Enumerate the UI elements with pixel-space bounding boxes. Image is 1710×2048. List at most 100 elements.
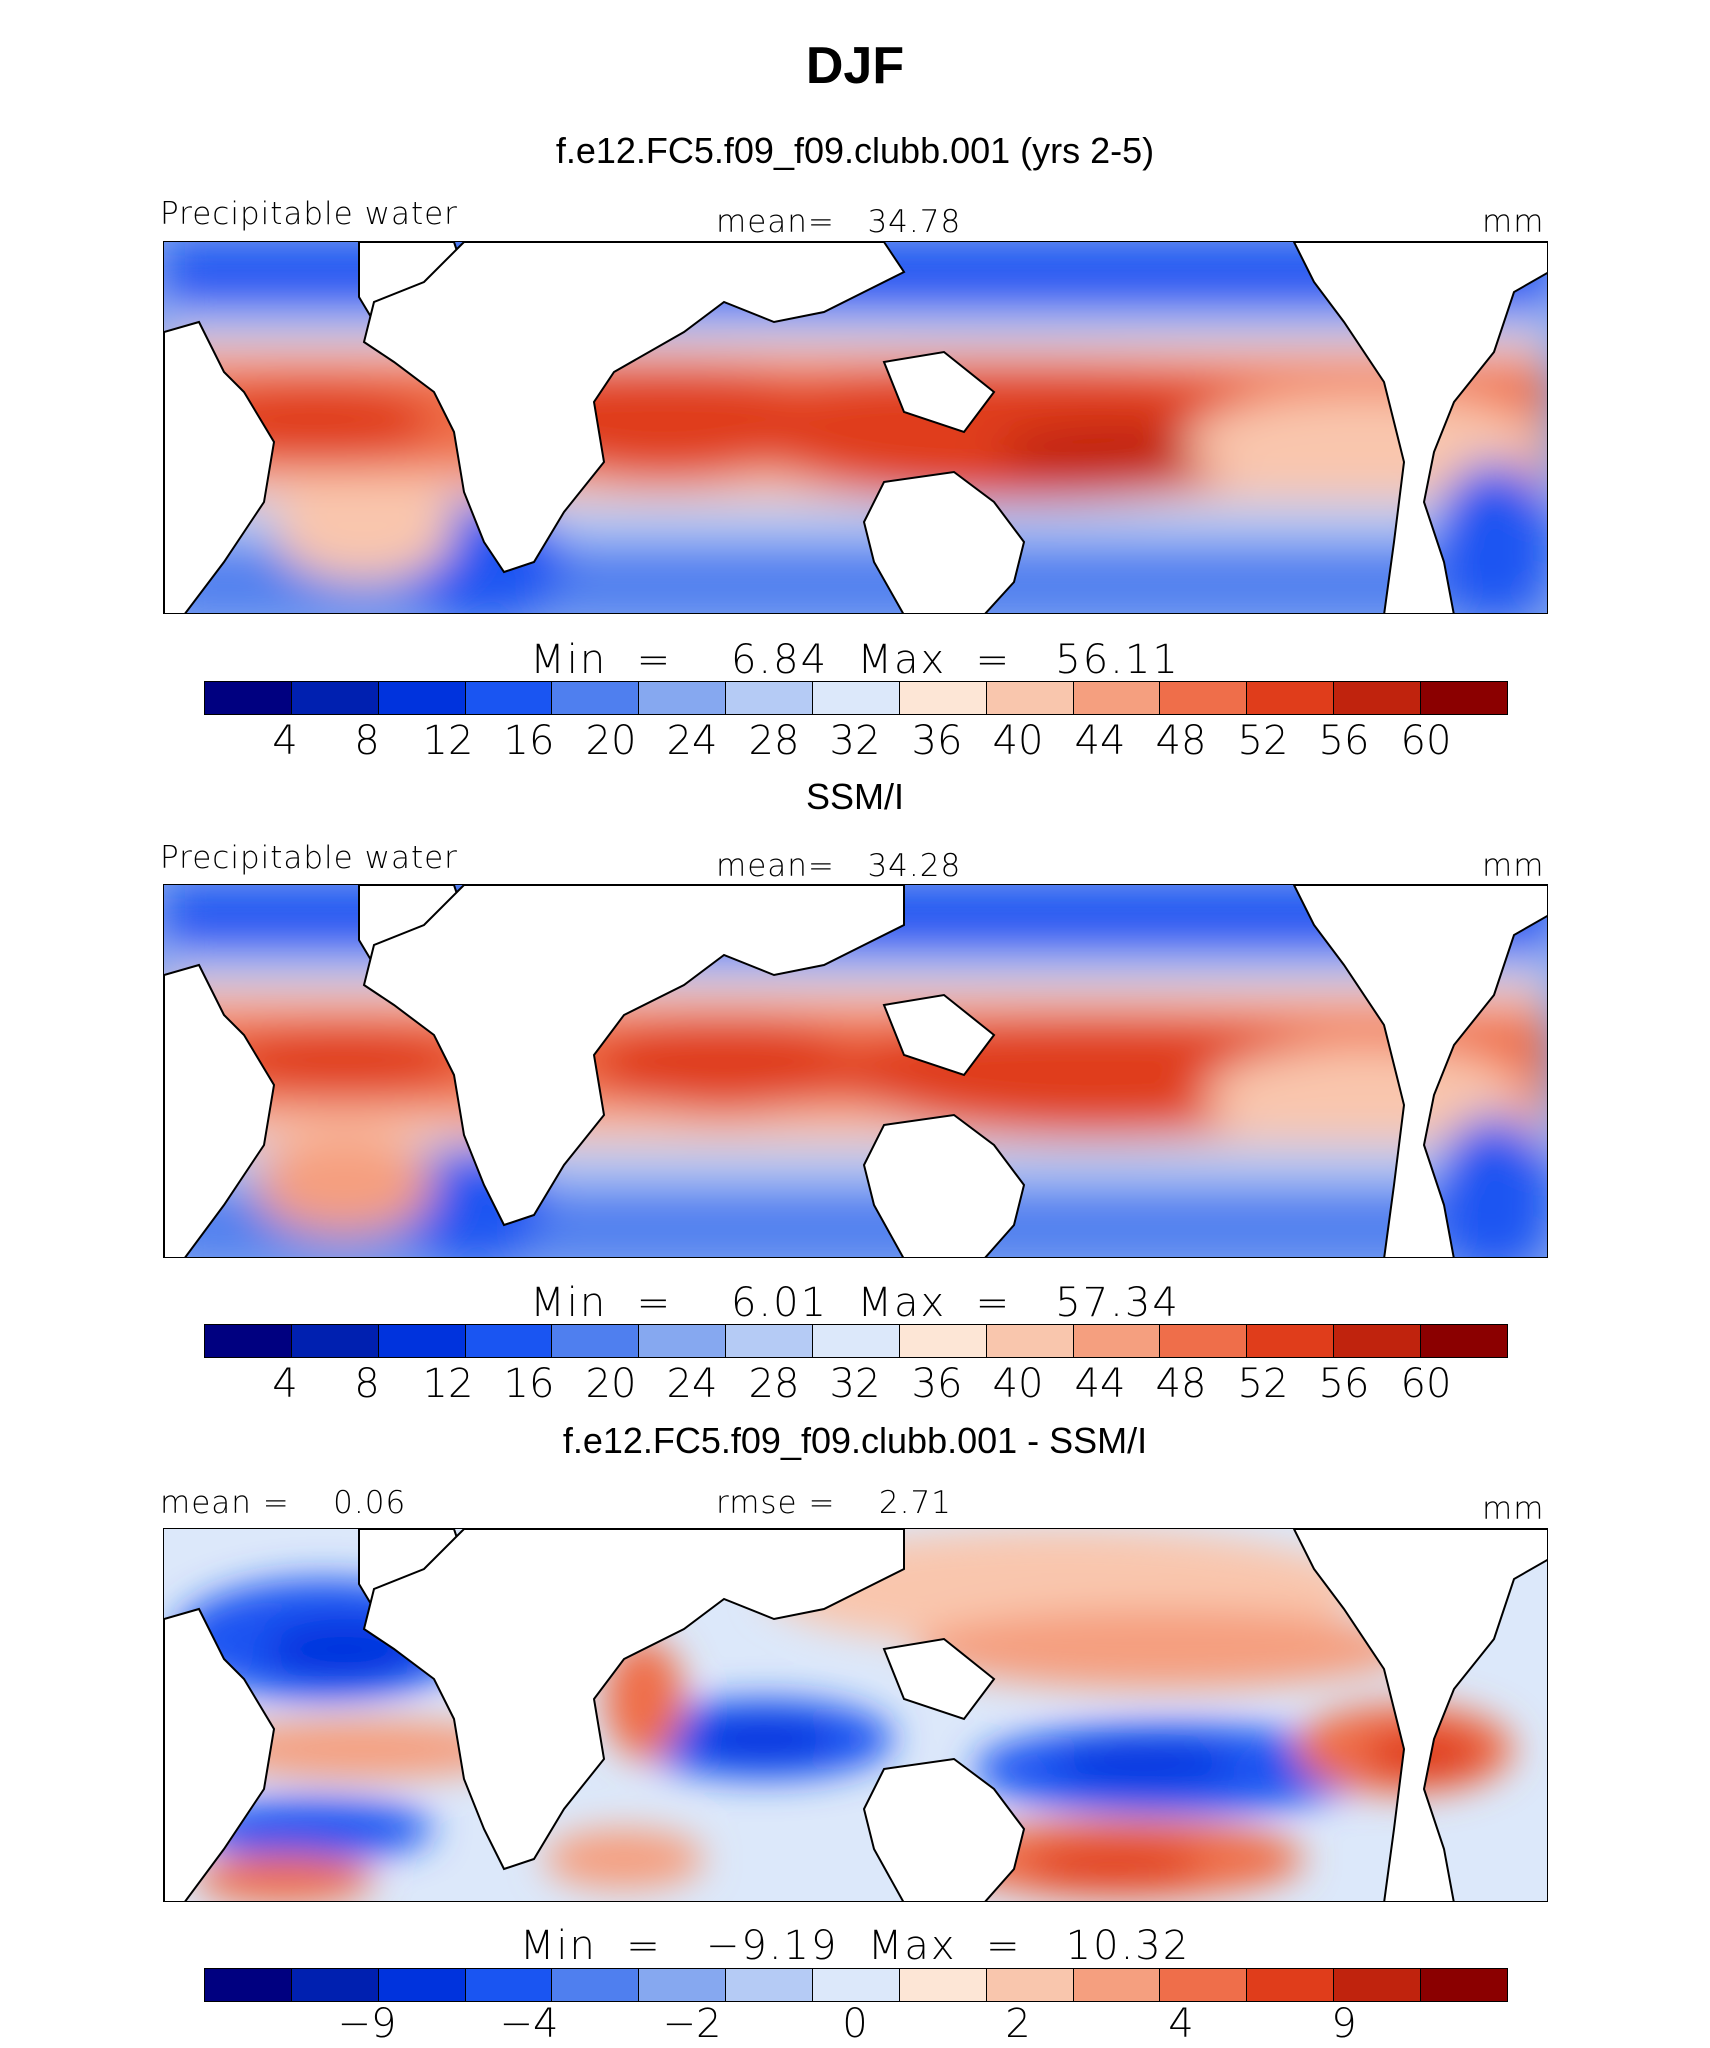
panel-3-continents (164, 1529, 1547, 1901)
panel-2-colorbar-tick: 4 (272, 1361, 298, 1407)
panel-3-colorbar-swatch (1160, 1969, 1248, 2001)
panel-3-colorbar-tick: −4 (499, 2001, 559, 2047)
panel-2-continents (164, 885, 1547, 1257)
panel-3-colorbar-swatch (899, 1969, 987, 2001)
panel-3-colorbar-tick: −2 (662, 2001, 722, 2047)
panel-3-colorbar-swatch (639, 1969, 727, 2001)
panel-2-colorbar-swatch (639, 1325, 727, 1357)
panel-1-colorbar-swatch (986, 682, 1074, 714)
panel-3-colorbar-tick: 4 (1168, 2001, 1194, 2047)
panel-2-min-max: Min = 6.01 Max = 57.34 (530, 1280, 1180, 1326)
panel-1-colorbar-swatch (552, 682, 640, 714)
panel-2-colorbar-tick: 32 (829, 1361, 881, 1407)
panel-1-continents (164, 242, 1547, 613)
panel-1-colorbar-tick: 52 (1237, 718, 1289, 764)
panel-1-colorbar-tick: 12 (422, 718, 474, 764)
panel-2-units-label: mm (1482, 848, 1545, 884)
panel-1-colorbar-swatch (813, 682, 900, 714)
panel-2-colorbar-swatch (465, 1325, 553, 1357)
panel-3-colorbar-swatch (552, 1969, 640, 2001)
panel-2-colorbar-tick: 28 (748, 1361, 800, 1407)
panel-2-colorbar-swatch (552, 1325, 640, 1357)
panel-1-colorbar-swatch (465, 682, 553, 714)
panel-2-colorbar-tick: 44 (1074, 1361, 1126, 1407)
panel-1-colorbar-swatch (378, 682, 466, 714)
panel-2-colorbar-swatch (1247, 1325, 1335, 1357)
panel-3-subtitle: f.e12.FC5.f09_f09.clubb.001 - SSM/I (562, 1420, 1148, 1461)
panel-3-map-svg (164, 1529, 1547, 1901)
panel-3-colorbar-swatch (986, 1969, 1074, 2001)
panel-2-colorbar-tick: 20 (585, 1361, 637, 1407)
panel-2-colorbar-tick: 48 (1155, 1361, 1207, 1407)
panel-2-colorbar-swatch (986, 1325, 1074, 1357)
panel-1-colorbar-tick: 48 (1155, 718, 1207, 764)
panel-2-colorbar-tick: 40 (992, 1361, 1044, 1407)
panel-1-colorbar-swatch (205, 682, 292, 714)
panel-1-colorbar-swatch (899, 682, 987, 714)
panel-1-colorbar-swatch (1160, 682, 1248, 714)
panel-1-colorbar-tick: 24 (666, 718, 718, 764)
panel-3-colorbar-swatch (1421, 1969, 1507, 2001)
panel-1-min-max: Min = 6.84 Max = 56.11 (530, 637, 1180, 683)
panel-2-map-svg (164, 885, 1547, 1257)
panel-3-colorbar-swatch (1247, 1969, 1335, 2001)
panel-1-colorbar-tick: 4 (272, 718, 298, 764)
panel-3-colorbar-swatch (378, 1969, 466, 2001)
panel-1-colorbar-tick: 8 (354, 718, 380, 764)
panel-1-subtitle: f.e12.FC5.f09_f09.clubb.001 (yrs 2-5) (555, 130, 1155, 171)
panel-1-colorbar-swatch (1247, 682, 1335, 714)
panel-2-colorbar-tick: 24 (666, 1361, 718, 1407)
panel-3-colorbar-swatch (205, 1969, 292, 2001)
panel-1-colorbar-tick: 36 (911, 718, 963, 764)
panel-1-colorbar-swatch (1334, 682, 1422, 714)
panel-3-colorbar-tick: 9 (1331, 2001, 1357, 2047)
figure-title: DJF (805, 37, 905, 95)
panel-3-colorbar-ticks: −9 −4 −2 0 2 4 9 (0, 2001, 1710, 2048)
panel-1-colorbar (204, 681, 1508, 715)
panel-1-colorbar-tick: 44 (1074, 718, 1126, 764)
panel-1-colorbar-tick: 32 (829, 718, 881, 764)
panel-3-colorbar-swatch (465, 1969, 553, 2001)
panel-1-colorbar-ticks: 4 8 12 16 20 24 28 32 36 40 44 48 52 56 … (0, 718, 1710, 768)
panel-2-colorbar-swatch (1421, 1325, 1507, 1357)
panel-1-colorbar-swatch (291, 682, 379, 714)
panel-3-colorbar (204, 1968, 1508, 2002)
panel-1-colorbar-tick: 60 (1400, 718, 1452, 764)
panel-1-colorbar-tick: 28 (748, 718, 800, 764)
panel-2-colorbar-tick: 36 (911, 1361, 963, 1407)
panel-3-colorbar-swatch (1334, 1969, 1422, 2001)
panel-1-variable-label: Precipitable water (160, 196, 458, 232)
panel-3-min-max: Min = −9.19 Max = 10.32 (519, 1923, 1191, 1969)
panel-1-mean-label: mean= 34.78 (716, 204, 962, 240)
panel-2-colorbar-tick: 52 (1237, 1361, 1289, 1407)
panel-3-colorbar-swatch (1073, 1969, 1161, 2001)
panel-2-subtitle: SSM/I (805, 776, 904, 817)
panel-1-units-label: mm (1482, 204, 1545, 240)
panel-1-colorbar-swatch (639, 682, 727, 714)
panel-3-colorbar-tick: 2 (1005, 2001, 1031, 2047)
panel-2-colorbar-tick: 8 (354, 1361, 380, 1407)
panel-2-colorbar-swatch (205, 1325, 292, 1357)
panel-3-colorbar-tick: −9 (337, 2001, 397, 2047)
panel-2-colorbar-tick: 60 (1400, 1361, 1452, 1407)
panel-2-map (163, 884, 1548, 1258)
panel-2-colorbar-swatch (378, 1325, 466, 1357)
panel-2-colorbar-tick: 12 (422, 1361, 474, 1407)
panel-2-colorbar-swatch (291, 1325, 379, 1357)
panel-3-colorbar-tick: 0 (842, 2001, 868, 2047)
panel-2-colorbar-swatch (1160, 1325, 1248, 1357)
panel-1-colorbar-tick: 40 (992, 718, 1044, 764)
panel-1-map (163, 241, 1548, 614)
panel-2-colorbar-tick: 16 (503, 1361, 555, 1407)
panel-2-colorbar-swatch (1073, 1325, 1161, 1357)
panel-1-colorbar-tick: 20 (585, 718, 637, 764)
panel-2-colorbar-swatch (726, 1325, 814, 1357)
panel-2-colorbar-swatch (1334, 1325, 1422, 1357)
panel-3-colorbar-swatch (291, 1969, 379, 2001)
panel-2-colorbar-swatch (899, 1325, 987, 1357)
panel-3-units-label: mm (1482, 1491, 1545, 1527)
panel-3-mean-label: mean = 0.06 (160, 1485, 407, 1521)
panel-1-colorbar-swatch (726, 682, 814, 714)
panel-3-rmse-label: rmse = 2.71 (716, 1485, 952, 1521)
panel-1-colorbar-swatch (1073, 682, 1161, 714)
